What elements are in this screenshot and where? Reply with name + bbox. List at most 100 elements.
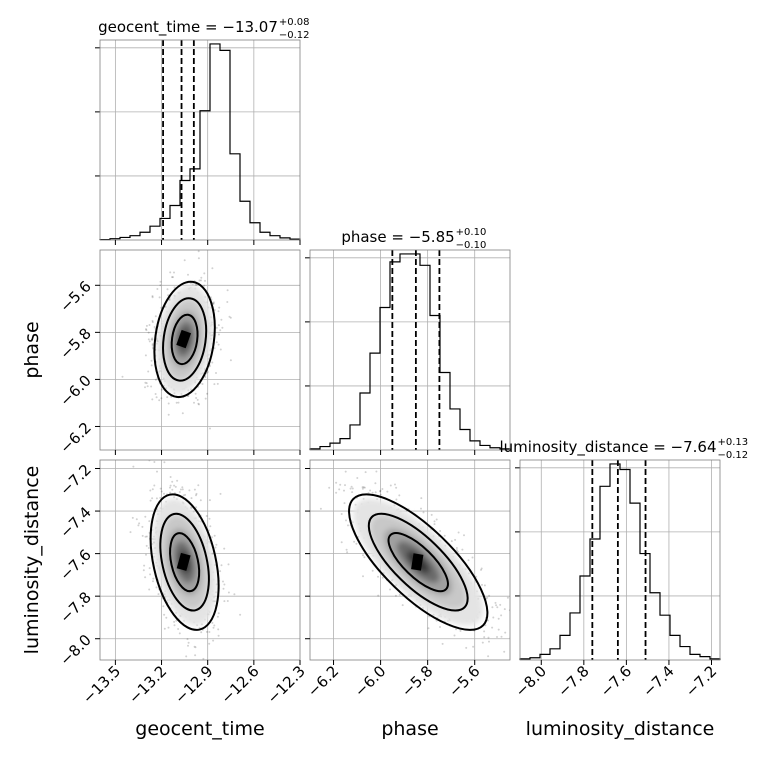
scatter-point (351, 521, 354, 524)
scatter-point (205, 515, 208, 517)
scatter-point (345, 519, 347, 522)
scatter-point (481, 641, 484, 644)
scatter-point (212, 302, 215, 305)
y-tick-label: −7.6 (56, 546, 94, 584)
scatter-point (497, 617, 500, 620)
scatter-point (176, 479, 179, 482)
scatter-point (197, 250, 200, 253)
scatter-point (487, 655, 490, 658)
scatter-point (197, 402, 200, 405)
scatter-point (338, 488, 341, 491)
scatter-point (439, 530, 442, 532)
x-tick-label: −12.3 (264, 662, 309, 707)
scatter-point (145, 329, 148, 332)
panel-frame (309, 249, 511, 451)
scatter-point (158, 296, 161, 299)
y-tick-label: −7.4 (56, 503, 94, 541)
scatter-point (121, 375, 124, 378)
scatter-point (335, 491, 338, 494)
scatter-point (217, 324, 220, 327)
density-core (176, 329, 192, 349)
scatter-point (155, 497, 158, 500)
scatter-point (163, 461, 166, 464)
scatter-point (351, 491, 354, 494)
scatter-point (206, 392, 209, 395)
y-tick-label: −8.0 (56, 631, 94, 669)
x-tick-label: −12.9 (171, 662, 216, 707)
scatter-point (427, 627, 430, 630)
scatter-point (356, 477, 359, 479)
scatter-point (503, 650, 506, 653)
scatter-point (144, 535, 147, 538)
y-tick-label: −6.2 (56, 419, 94, 457)
scatter-point (177, 401, 180, 404)
scatter-point (199, 499, 202, 502)
scatter-point (148, 324, 151, 326)
scatter-point (515, 646, 517, 648)
scatter-point (222, 587, 225, 590)
scatter-point (212, 301, 215, 304)
scatter-point (227, 591, 230, 594)
scatter-point (363, 556, 366, 559)
scatter-point (450, 540, 453, 543)
scatter-point (219, 348, 222, 351)
scatter-point (211, 536, 213, 539)
scatter-point (214, 546, 217, 549)
y-tick-label: −7.2 (56, 461, 94, 499)
scatter-point (379, 489, 382, 492)
scatter-point (211, 621, 214, 624)
scatter-point (159, 496, 162, 499)
x-tick-label: −12.6 (217, 662, 262, 707)
scatter-point (386, 490, 389, 493)
scatter-point (175, 401, 178, 404)
scatter-point (149, 573, 152, 576)
scatter-point (349, 487, 352, 490)
scatter-point (145, 324, 148, 327)
scatter-point (151, 343, 154, 346)
scatter-point (439, 626, 441, 628)
scatter-point (377, 594, 380, 597)
scatter-point (389, 588, 391, 591)
x-tick-label: −6.2 (304, 662, 342, 700)
x-axis-label-geocent_time: geocent_time (135, 718, 264, 740)
scatter-point (223, 547, 226, 550)
y-axis-label-luminosity_distance: luminosity_distance (21, 466, 43, 655)
contour-level-2 (162, 297, 208, 382)
scatter-point (215, 372, 217, 374)
scatter-point (188, 489, 191, 492)
scatter-point (219, 492, 222, 495)
scatter-point (152, 580, 154, 583)
contour-level-3 (387, 532, 449, 593)
scatter-point (217, 333, 220, 336)
scatter-point (463, 534, 465, 537)
scatter-point (454, 538, 457, 541)
scatter-point (420, 507, 422, 510)
scatter-point (173, 271, 175, 274)
x-axis-label-luminosity_distance: luminosity_distance (526, 718, 715, 740)
scatter-point (169, 484, 172, 487)
x-tick-label: −6.0 (351, 662, 389, 700)
scatter-point (455, 547, 458, 549)
scatter-point (222, 580, 224, 583)
scatter-point (488, 640, 490, 643)
scatter-point (147, 338, 150, 341)
x-tick-label: −7.8 (554, 662, 592, 700)
scatter-point (459, 629, 462, 632)
scatter-point (340, 513, 343, 515)
scatter-point (159, 284, 162, 287)
scatter-point (227, 563, 230, 566)
scatter-point (204, 397, 207, 400)
scatter-point (362, 575, 364, 578)
scatter-point (203, 272, 206, 275)
scatter-point (174, 485, 177, 488)
scatter-point (143, 564, 146, 567)
scatter-point (163, 627, 166, 630)
scatter-point (191, 283, 194, 286)
scatter-point (377, 575, 379, 578)
panel-content (310, 470, 517, 658)
scatter-point (176, 230, 178, 232)
scatter-point (141, 525, 144, 528)
scatter-point (138, 522, 141, 525)
scatter-point (150, 385, 153, 388)
